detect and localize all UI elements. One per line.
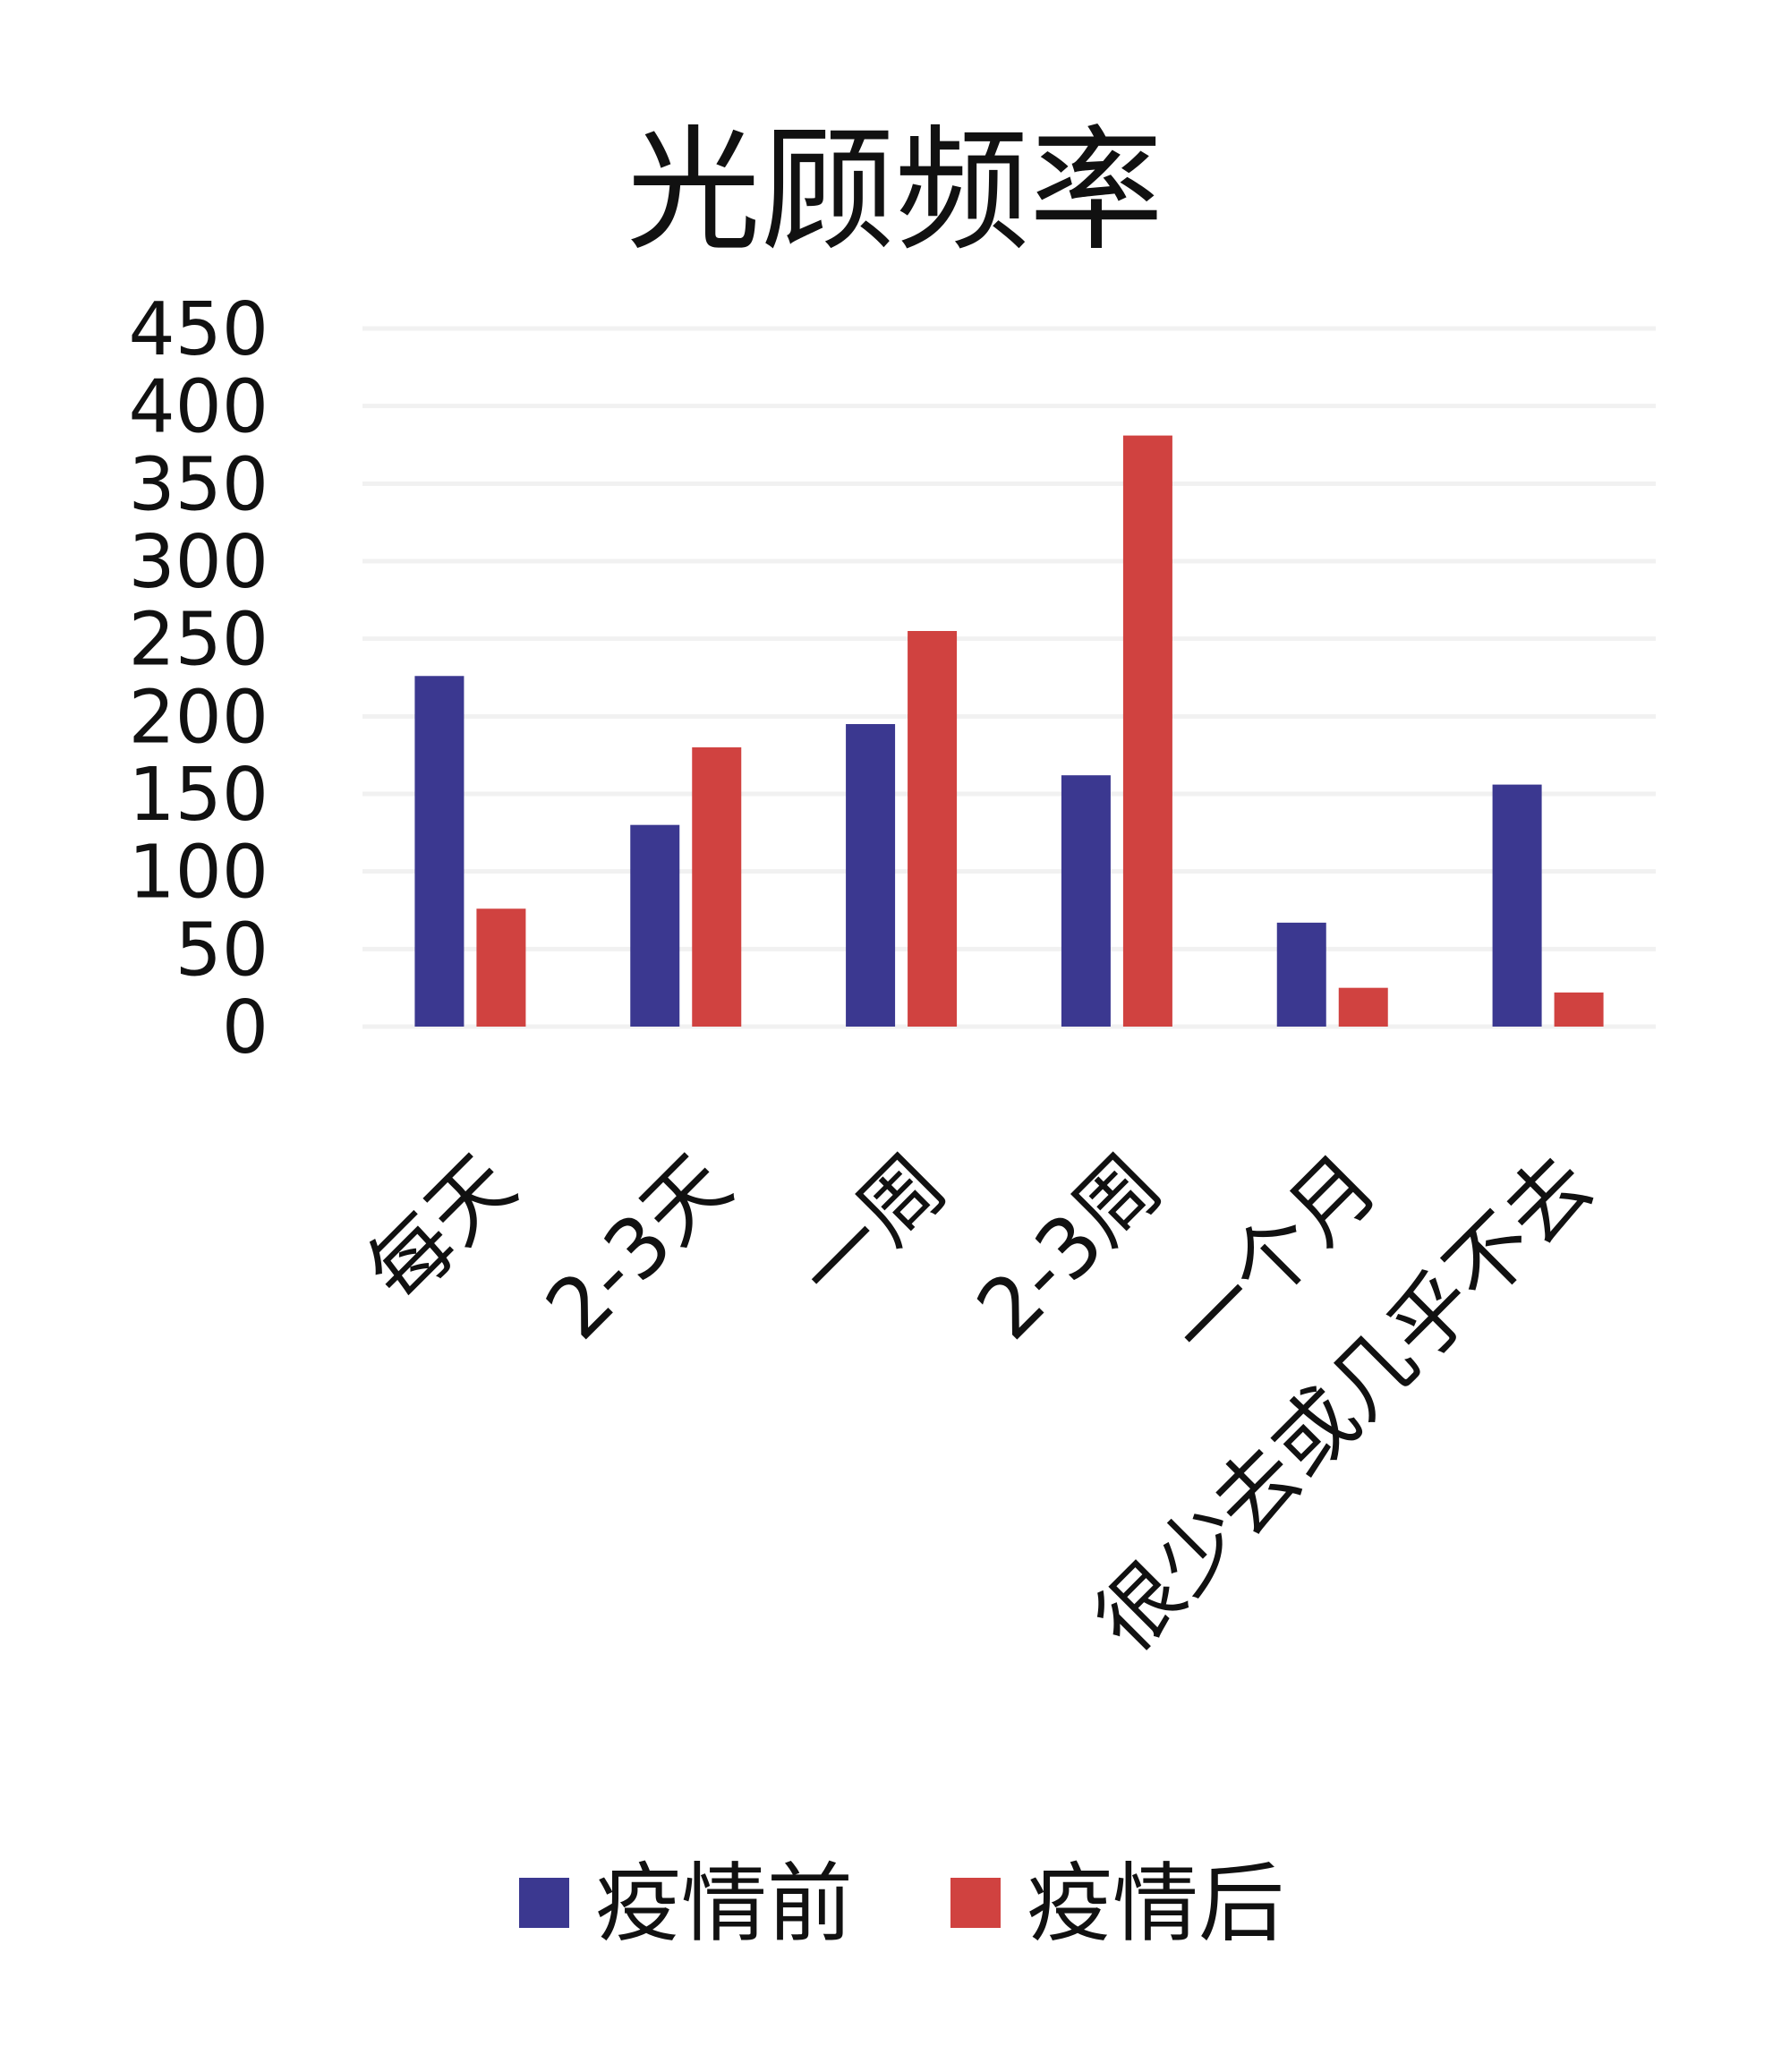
legend-label-1: 疫情后 (1027, 1854, 1284, 1954)
x-tick-label-1: 2-3天 (528, 1137, 749, 1358)
bar-after-0 (476, 908, 526, 1027)
x-tick-label-0: 每天 (349, 1137, 533, 1321)
bar-before-5 (1492, 784, 1542, 1027)
y-tick-label-5: 250 (128, 598, 268, 683)
y-tick-label-6: 300 (128, 520, 268, 605)
legend-swatch-1 (950, 1878, 1001, 1928)
y-tick-label-1: 50 (175, 908, 268, 993)
bar-after-4 (1338, 987, 1388, 1027)
bars (414, 435, 1604, 1027)
legend-label-0: 疫情前 (595, 1854, 853, 1954)
bar-after-3 (1122, 435, 1172, 1027)
y-tick-label-7: 350 (128, 442, 268, 527)
bar-before-3 (1061, 775, 1111, 1027)
bar-before-2 (846, 724, 896, 1027)
x-tick-label-2: 一周 (780, 1137, 965, 1321)
y-tick-label-4: 200 (128, 675, 268, 760)
y-tick-label-3: 150 (128, 753, 268, 838)
legend: 疫情前 疫情后 (519, 1854, 1284, 1954)
bar-after-2 (908, 631, 958, 1027)
legend-swatch-0 (519, 1878, 569, 1928)
bar-before-4 (1276, 922, 1326, 1027)
bar-before-0 (414, 676, 465, 1027)
x-tick-label-3: 2-3周 (959, 1137, 1181, 1358)
y-tick-label-8: 400 (128, 365, 268, 450)
y-tick-label-0: 0 (222, 985, 268, 1070)
y-tick-label-2: 100 (128, 831, 268, 916)
y-tick-label-9: 450 (128, 287, 268, 372)
bar-after-5 (1554, 992, 1604, 1027)
chart-title: 光顾频率 (626, 114, 1164, 269)
gridlines (362, 326, 1656, 1029)
bar-before-1 (630, 824, 680, 1027)
bar-after-1 (692, 747, 742, 1027)
